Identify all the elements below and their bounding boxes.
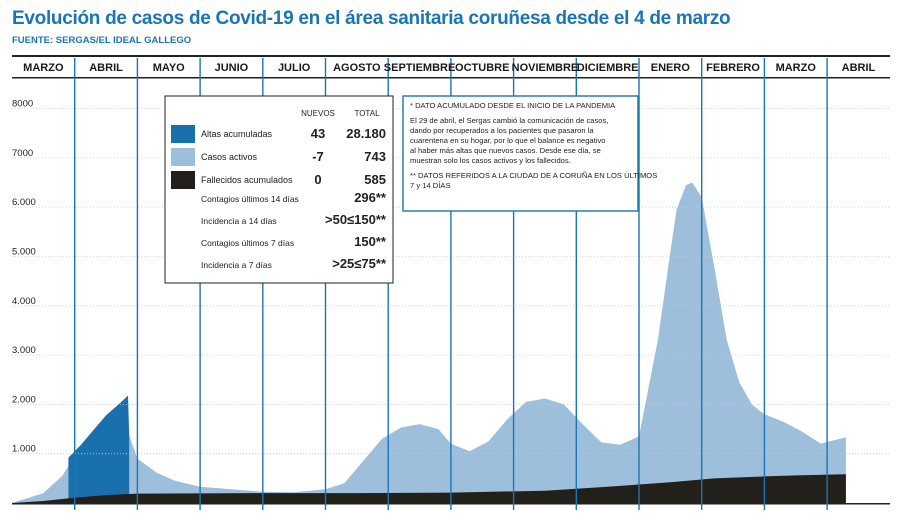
legend-row-nuevos: 0	[314, 172, 321, 187]
legend-swatch-activos	[171, 148, 195, 166]
note-1: El 29 de abril, el Sergas cambió la comu…	[410, 116, 608, 165]
y-tick-label: 5.000	[12, 247, 36, 258]
legend-swatch-fallecidos	[171, 171, 195, 189]
y-tick-label: 1.000	[12, 444, 36, 455]
y-tick-label: 3.000	[12, 345, 36, 356]
month-label: ENERO	[651, 62, 691, 74]
legend-col-nuevos: NUEVOS	[301, 109, 335, 118]
notes-box: * DATO ACUMULADO DESDE EL INICIO DE LA P…	[402, 95, 657, 212]
legend-row-label: Altas acumuladas	[201, 129, 273, 139]
legend-extra-value: 296**	[354, 190, 387, 205]
notes-frame	[402, 95, 639, 212]
month-label: OCTUBRE	[455, 62, 509, 74]
chart-source: FUENTE: SERGAS/EL IDEAL GALLEGO	[12, 35, 192, 46]
header-top-rule	[12, 55, 890, 57]
series-area-fallecidos	[12, 474, 846, 503]
note-0: * DATO ACUMULADO DESDE EL INICIO DE LA P…	[410, 101, 616, 110]
month-label: MARZO	[23, 62, 64, 74]
month-label: ABRIL	[842, 62, 876, 74]
legend-extra-label: Incidencia a 7 días	[201, 260, 272, 270]
month-label: JUNIO	[215, 62, 249, 74]
month-label: ABRIL	[89, 62, 123, 74]
legend-box: NUEVOS TOTAL Altas acumuladas 43 28.180 Casos…	[164, 95, 394, 284]
y-tick-label: 7000	[12, 148, 33, 159]
month-label: MARZO	[776, 62, 817, 74]
series-area-altas	[68, 395, 130, 503]
month-label: NOVIEMBRE	[512, 62, 579, 74]
note-2: ** DATOS REFERIDOS A LA CIUDAD DE A CORU…	[410, 171, 657, 190]
legend-row-total: 585	[364, 172, 386, 187]
legend-extra-label: Incidencia a 14 días	[201, 216, 277, 226]
y-tick-label: 4.000	[12, 296, 36, 307]
legend-row-nuevos: -7	[312, 149, 324, 164]
y-tick-label: 8000	[12, 99, 33, 110]
legend-row-total: 28.180	[346, 126, 386, 141]
legend-extra-value: >50≤150**	[325, 212, 387, 227]
legend-frame	[164, 95, 394, 284]
month-label: SEPTIEMBRE	[384, 62, 456, 74]
y-tick-label: 2.000	[12, 394, 36, 405]
month-label: AGOSTO	[333, 62, 381, 74]
chart-title: Evolución de casos de Covid-19 en el áre…	[12, 8, 731, 29]
y-axis-labels: 1.000 2.000 3.000 4.000 5.000 6.000 7000 8000	[12, 99, 36, 455]
y-tick-label: 6.000	[12, 197, 36, 208]
month-header: MARZO ABRIL MAYO JUNIO JULIO AGOSTO SEPTIEMBRE…	[23, 62, 875, 74]
legend-row-label: Fallecidos acumulados	[201, 175, 293, 185]
legend-row-total: 743	[364, 149, 386, 164]
legend-extra-value: >25≤75**	[332, 256, 387, 271]
legend-extra-value: 150**	[354, 234, 387, 249]
month-label: MAYO	[153, 62, 185, 74]
legend-extra-label: Contagios últimos 7 días	[201, 238, 294, 248]
month-label: DICIEMBRE	[577, 62, 639, 74]
month-label: JULIO	[278, 62, 311, 74]
legend-col-total: TOTAL	[354, 109, 380, 118]
chart-areas	[12, 182, 846, 503]
legend-extra-label: Contagios últimos 14 días	[201, 194, 299, 204]
legend-row-nuevos: 43	[311, 126, 325, 141]
month-label: FEBRERO	[706, 62, 760, 74]
legend-swatch-altas	[171, 125, 195, 143]
legend-row-label: Casos activos	[201, 152, 258, 162]
